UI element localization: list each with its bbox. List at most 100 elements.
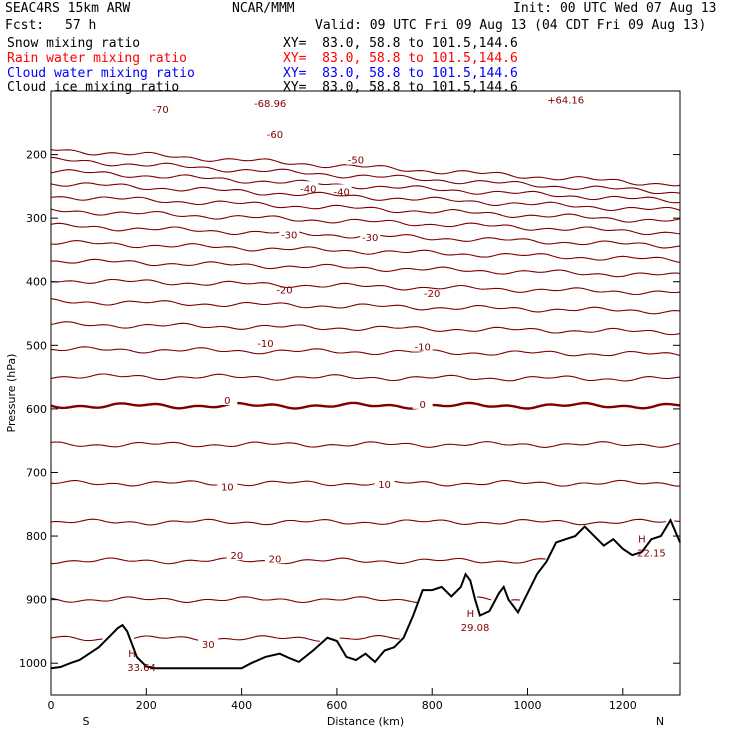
contour-label: 20: [269, 554, 282, 565]
x-tick-label: 400: [231, 699, 252, 712]
contour-label-bg: [298, 181, 319, 194]
isotherm-line: [51, 557, 546, 565]
terrain-fill: [51, 520, 680, 695]
contour-label-bg: [264, 551, 285, 564]
field-rain-xy: XY= 83.0, 58.8 to 101.5,144.6: [283, 51, 518, 66]
contour-label-bg: [264, 127, 285, 140]
forecast-hours: 57 h: [65, 18, 97, 33]
terrain-layer: [50, 518, 681, 695]
contour-label-bg: [198, 637, 219, 650]
y-tick-label: 500: [26, 339, 47, 352]
isotherm-line: [51, 321, 680, 336]
contour-label-bg: [150, 101, 171, 114]
field-snow-xy: XY= 83.0, 58.8 to 101.5,144.6: [283, 36, 518, 51]
high-marker: H: [128, 649, 136, 660]
isotherm-line: [51, 258, 680, 278]
north-end-label: N: [656, 715, 664, 728]
contour-label: -20: [424, 289, 440, 300]
isotherm-line: [51, 156, 680, 195]
y-tick-label: 200: [26, 149, 47, 162]
x-tick-label: 1000: [514, 699, 542, 712]
plot-frame: [50, 90, 681, 696]
isotherm-line: [51, 208, 680, 236]
isotherm-line: [51, 373, 680, 382]
extremum-value: 22.15: [637, 548, 666, 559]
south-end-label: S: [83, 715, 90, 728]
isotherm-line: [51, 479, 680, 487]
contour-label-bg: [217, 479, 238, 492]
isotherm-line: [51, 240, 680, 263]
extremum-value: 29.08: [461, 623, 490, 634]
contour-label: -10: [257, 339, 273, 350]
plot-border: [50, 90, 681, 696]
contour-label-bg: [226, 548, 247, 561]
x-tick-label: 200: [136, 699, 157, 712]
x-tick-label: 1200: [609, 699, 637, 712]
y-tick-label: 700: [26, 466, 47, 479]
y-tick-label: 800: [26, 530, 47, 543]
y-axis-title: Pressure (hPa): [5, 354, 18, 433]
isotherm-line: [51, 518, 680, 526]
contour-label-bg: [412, 396, 433, 409]
y-tick-label: 400: [26, 276, 47, 289]
isotherm-line: [51, 278, 680, 296]
contour-label-bg: [374, 476, 395, 489]
y-tick-label: 300: [26, 212, 47, 225]
x-tick-label: 800: [422, 699, 443, 712]
extremum-value: +64.16: [547, 96, 584, 107]
high-marker: H: [638, 534, 646, 545]
isotherm-line: [51, 169, 680, 204]
contour-label: -60: [267, 130, 283, 141]
contour-label: -40: [300, 184, 316, 195]
contour-label-bg: [279, 227, 300, 240]
y-tick-label: 600: [26, 403, 47, 416]
isotherm-line: [51, 441, 680, 448]
field-cloud-water-name: Cloud water mixing ratio: [7, 66, 195, 81]
high-marker: H: [467, 609, 475, 620]
extremum-value: -68.96: [254, 99, 286, 110]
extremum-value: 33.64: [127, 663, 156, 674]
valid-time: Valid: 09 UTC Fri 09 Aug 13 (04 CDT Fri …: [315, 18, 707, 33]
org-label: NCAR/MMM: [232, 1, 295, 16]
x-tick-label: 0: [48, 699, 55, 712]
init-time: Init: 00 UTC Wed 07 Aug 13: [513, 1, 717, 16]
x-axis-title: Distance (km): [327, 715, 404, 728]
contour-label: 0: [419, 400, 425, 411]
isotherm-line: [51, 401, 680, 410]
contour-label: 10: [378, 480, 391, 491]
y-tick-label: 900: [26, 594, 47, 607]
terrain-line: [50, 518, 681, 670]
contour-label: 30: [202, 640, 215, 651]
y-tick-label: 1000: [19, 657, 47, 670]
isotherm-line: [51, 635, 400, 642]
contour-label: 0: [224, 396, 230, 407]
isotherm-line: [51, 196, 680, 223]
field-rain-name: Rain water mixing ratio: [7, 51, 188, 66]
contour-label: -50: [348, 156, 364, 167]
forecast-label: Fcst:: [5, 18, 45, 33]
isotherm-line: [51, 298, 680, 315]
field-cloud-water-xy: XY= 83.0, 58.8 to 101.5,144.6: [283, 66, 518, 81]
contour-label: -30: [362, 233, 378, 244]
contour-label-bg: [255, 335, 276, 348]
contour-label-bg: [274, 282, 295, 295]
isotherm-line: [51, 149, 680, 187]
isotherm-line: [51, 182, 680, 212]
isotherm-contours: -70 -60 -50 -40 -40 -30 -30 -20 -20 -10 -10 0 0 10 10 2…: [51, 101, 680, 651]
contour-label-bg: [217, 392, 238, 405]
contour-label: -40: [334, 187, 350, 198]
contour-label-bg: [345, 152, 366, 165]
isotherm-line: [51, 596, 520, 604]
field-snow-name: Snow mixing ratio: [7, 36, 141, 51]
contour-label: 10: [221, 482, 234, 493]
model-title: SEAC4RS 15km ARW: [5, 1, 131, 16]
contour-label-bg: [331, 184, 352, 197]
contour-label-bg: [412, 339, 433, 352]
contour-label-bg: [360, 230, 381, 243]
contour-label: -30: [281, 231, 297, 242]
contour-label: -10: [415, 343, 431, 354]
contour-label: -70: [152, 105, 168, 116]
contour-label: -20: [276, 285, 292, 296]
